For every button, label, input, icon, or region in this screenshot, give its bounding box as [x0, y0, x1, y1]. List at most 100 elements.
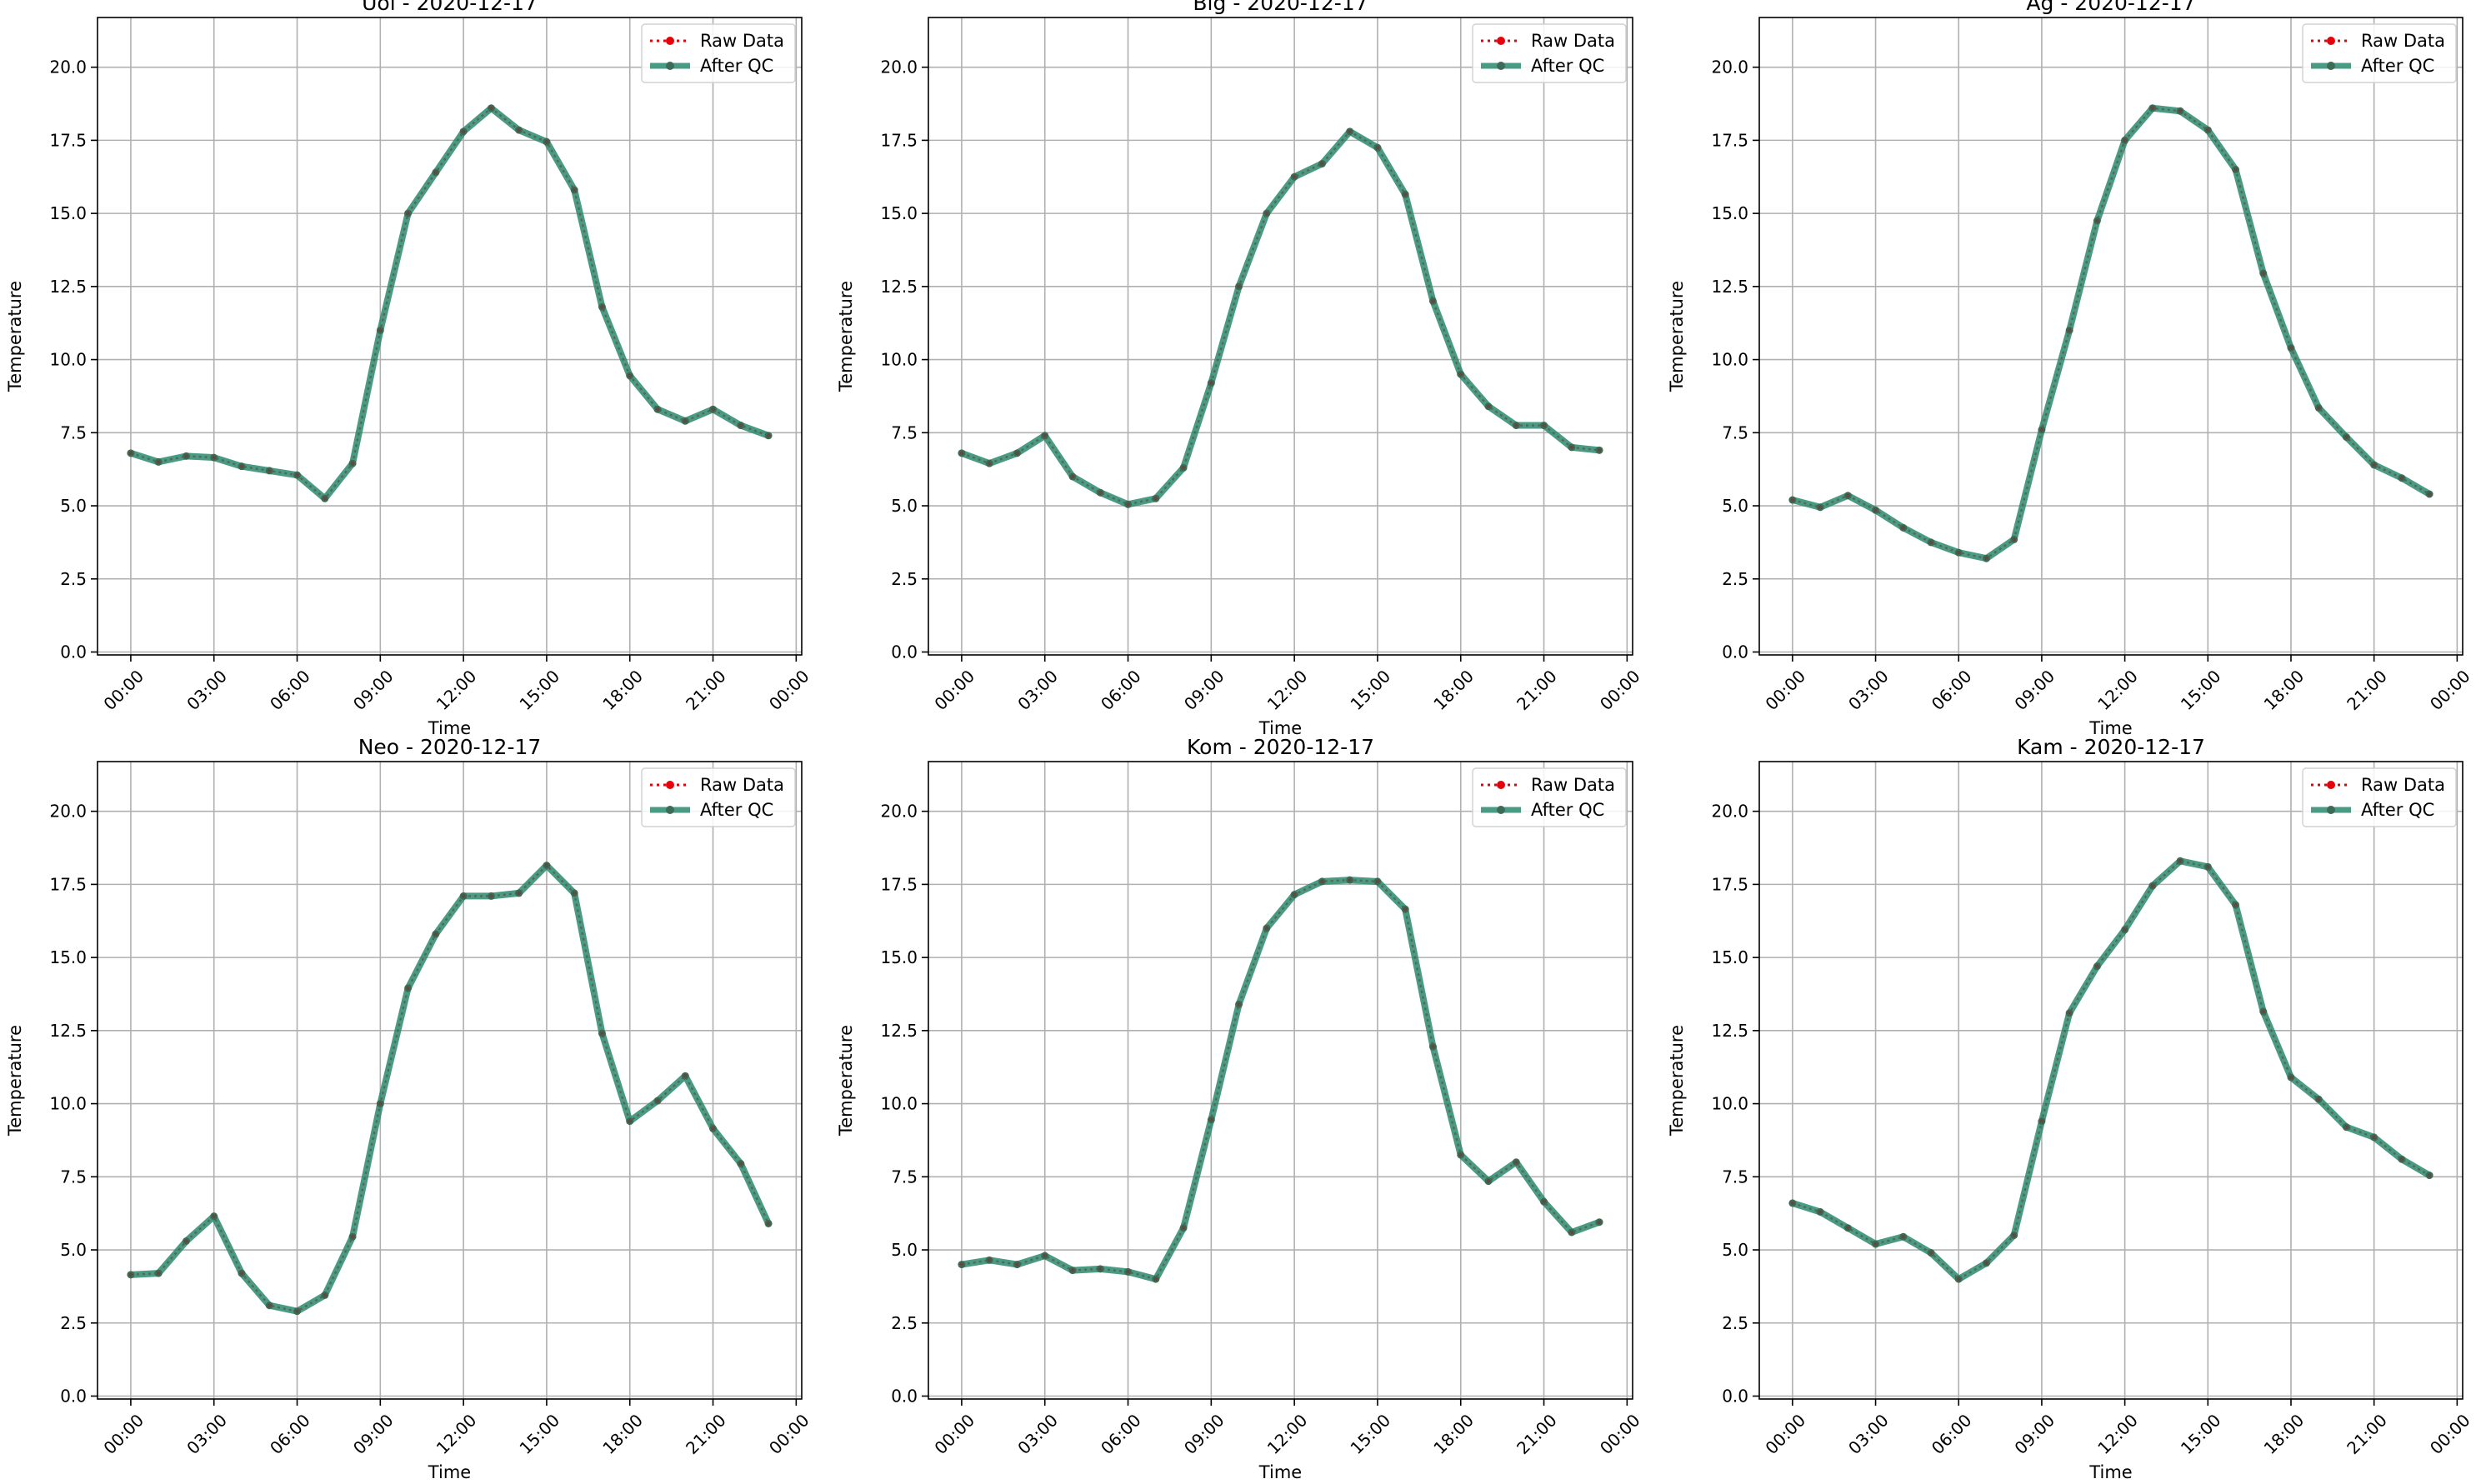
legend-marker-raw-data: [666, 37, 674, 45]
y-axis-label: Temperature: [5, 281, 25, 392]
y-tick-label: 15.0: [1711, 947, 1748, 967]
data-point-raw-data: [350, 1234, 355, 1239]
data-point-raw-data: [2316, 406, 2321, 410]
y-tick-label: 2.5: [60, 1313, 87, 1333]
data-point-raw-data: [1043, 1253, 1048, 1258]
data-point-raw-data: [156, 1271, 161, 1276]
chart-title: Big - 2020-12-17: [1193, 0, 1368, 15]
data-point-raw-data: [2205, 127, 2210, 132]
x-axis-label: Time: [428, 1462, 471, 1482]
grid: [98, 17, 802, 655]
x-axis-label: Time: [2088, 718, 2132, 738]
x-tick-label: 12:00: [433, 666, 481, 714]
legend: Raw Data After QC: [2302, 23, 2457, 83]
data-point-raw-data: [572, 891, 577, 896]
x-tick-label: 06:00: [1097, 666, 1145, 714]
data-point-raw-data: [212, 455, 217, 460]
data-point-raw-data: [184, 1239, 188, 1243]
data-point-raw-data: [1208, 1117, 1213, 1122]
y-tick-label: 2.5: [1722, 569, 1748, 589]
legend-label-after-qc: After QC: [1531, 800, 1604, 820]
axes-frame: [928, 761, 1633, 1400]
x-tick-label: 00:00: [99, 666, 148, 714]
data-point-raw-data: [212, 1214, 217, 1219]
data-point-raw-data: [1928, 540, 1933, 545]
x-tick-label: 00:00: [1761, 666, 1809, 714]
axes-frame: [1758, 761, 2463, 1400]
y-tick-label: 10.0: [1711, 350, 1748, 370]
x-tick-label: 03:00: [1013, 666, 1062, 714]
y-tick-label: 5.0: [60, 1240, 87, 1260]
x-axis-label: Time: [1258, 718, 1302, 738]
data-point-raw-data: [2150, 883, 2155, 888]
data-point-raw-data: [2178, 858, 2183, 863]
data-point-raw-data: [544, 139, 549, 144]
data-point-raw-data: [1070, 474, 1075, 479]
data-point-raw-data: [1348, 877, 1353, 882]
axes-frame: [97, 17, 803, 656]
x-tick-label: 15:00: [2177, 666, 2225, 714]
x-tick-label: 00:00: [930, 666, 978, 714]
x-tick-label: 09:00: [2010, 1410, 2058, 1458]
x-tick-label: 12:00: [1263, 1410, 1312, 1458]
data-point-raw-data: [1070, 1268, 1075, 1272]
data-point-raw-data: [1513, 1160, 1518, 1165]
data-point-raw-data: [2150, 106, 2155, 111]
y-tick-label: 17.5: [49, 130, 87, 150]
y-tick-label: 15.0: [49, 203, 87, 223]
data-point-raw-data: [2012, 1233, 2017, 1237]
subplot-4: 00:00 03:00 06:00 09:00 12:00 15:00 18:00 21:00…: [5, 735, 813, 1482]
y-tick-label: 17.5: [880, 874, 918, 894]
legend-marker-raw-data: [666, 781, 674, 789]
x-tick-label: 00:00: [1596, 1410, 1644, 1458]
data-point-raw-data: [1569, 445, 1574, 450]
data-point-raw-data: [2427, 492, 2432, 497]
y-tick-label: 17.5: [1711, 874, 1748, 894]
chart-title: Kom - 2020-12-17: [1187, 735, 1374, 759]
chart-title: Ag - 2020-12-17: [2026, 0, 2195, 15]
y-tick-label: 10.0: [880, 350, 918, 370]
subplot-1: 00:00 03:00 06:00 09:00 12:00 15:00 18:00 21:00…: [5, 0, 813, 738]
y-tick-label: 10.0: [49, 350, 87, 370]
x-tick-label: 09:00: [349, 1410, 398, 1458]
series-line-after-qc: [1788, 104, 2433, 562]
grid: [98, 762, 802, 1399]
x-axis-label: Time: [1258, 1462, 1302, 1482]
data-point-raw-data: [406, 211, 410, 216]
y-tick-label: 10.0: [880, 1094, 918, 1114]
series-line-after-qc: [1788, 857, 2433, 1283]
data-point-raw-data: [1458, 372, 1463, 377]
data-point-raw-data: [184, 453, 188, 458]
legend-marker-raw-data: [1497, 37, 1505, 45]
data-point-raw-data: [1984, 1261, 1988, 1266]
data-point-raw-data: [239, 464, 244, 469]
data-point-raw-data: [2261, 271, 2266, 276]
x-tick-label: 12:00: [2093, 1410, 2142, 1458]
x-tick-label: 06:00: [1097, 1410, 1145, 1458]
data-point-raw-data: [1431, 298, 1435, 303]
data-point-raw-data: [655, 1098, 660, 1103]
data-point-raw-data: [2123, 137, 2128, 142]
y-tick-label: 17.5: [1711, 130, 1748, 150]
data-point-raw-data: [1015, 1262, 1019, 1267]
y-tick-label: 0.0: [60, 1386, 87, 1406]
data-point-raw-data: [1237, 284, 1241, 289]
data-point-raw-data: [2123, 927, 2128, 932]
data-point-raw-data: [128, 451, 133, 456]
data-point-raw-data: [1348, 129, 1353, 134]
x-tick-label: 15:00: [1346, 1410, 1394, 1458]
y-tick-label: 0.0: [1722, 642, 1748, 662]
y-tick-label: 12.5: [1711, 277, 1748, 297]
grid: [1759, 17, 2463, 655]
data-point-raw-data: [267, 1303, 272, 1308]
legend-label-raw-data: Raw Data: [2361, 775, 2445, 795]
data-point-raw-data: [572, 187, 577, 192]
data-point-raw-data: [1873, 1242, 1878, 1247]
data-point-raw-data: [711, 407, 715, 412]
x-tick-label: 03:00: [183, 666, 231, 714]
y-tick-label: 12.5: [49, 277, 87, 297]
data-point-raw-data: [517, 891, 522, 896]
data-points: [127, 104, 773, 502]
data-point-raw-data: [2094, 218, 2099, 223]
y-tick-label: 10.0: [49, 1094, 87, 1114]
